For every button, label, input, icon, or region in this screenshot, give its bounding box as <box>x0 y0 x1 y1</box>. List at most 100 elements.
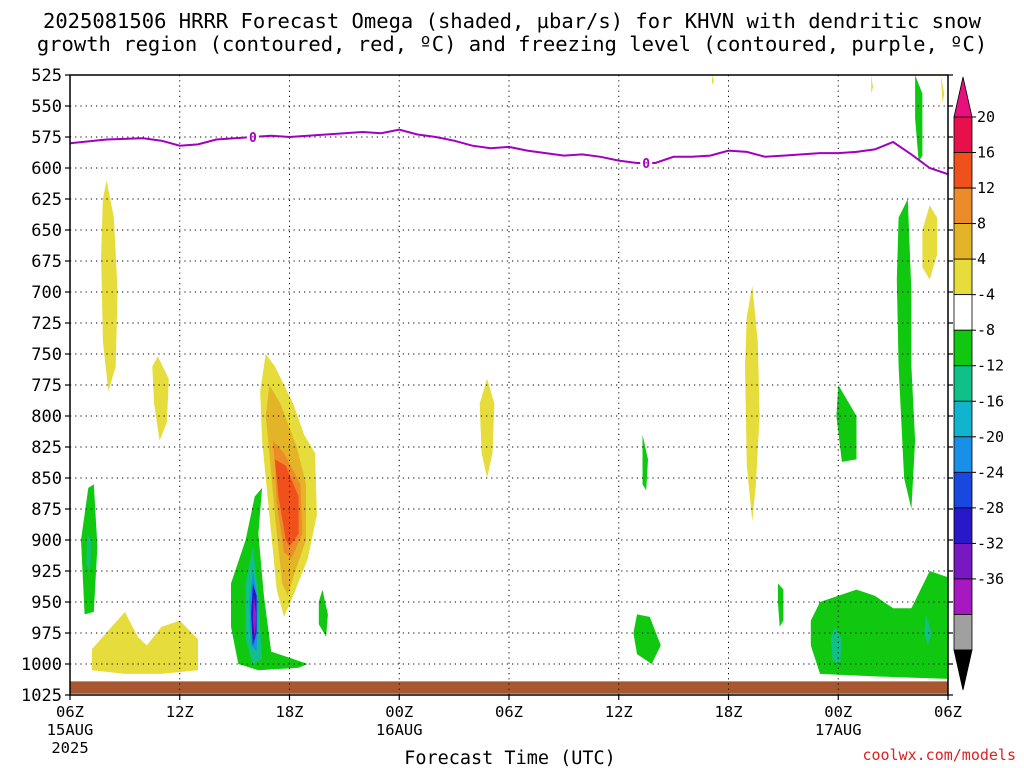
omega-region-16 <box>642 434 648 491</box>
colorbar-label-2: 12 <box>977 179 995 197</box>
y-tick-label-575: 575 <box>31 128 62 148</box>
y-tick-label-550: 550 <box>31 97 62 117</box>
colorbar-label-0: 20 <box>977 108 995 126</box>
omega-region-26 <box>922 205 937 280</box>
colorbar-label-1: 16 <box>977 144 995 162</box>
y-tick-label-925: 925 <box>31 562 62 582</box>
y-tick-label-525: 525 <box>31 66 62 86</box>
y-tick-label-1025: 1025 <box>21 686 62 706</box>
omega-region-15 <box>479 378 495 478</box>
colorbar-label-12: -32 <box>977 534 1004 552</box>
colorbar-swatch-2 <box>953 187 973 224</box>
colorbar-swatch-3 <box>953 223 973 260</box>
y-tick-label-950: 950 <box>31 593 62 613</box>
colorbar-swatch-9 <box>953 436 973 473</box>
colorbar-swatch-1 <box>953 152 973 189</box>
credit-link[interactable]: coolwx.com/models <box>862 746 1016 764</box>
y-tick-label-825: 825 <box>31 438 62 458</box>
y-tick-label-675: 675 <box>31 252 62 272</box>
freezing-label-bg-1 <box>640 155 653 170</box>
colorbar-swatch-6 <box>953 329 973 367</box>
colorbar-label-9: -20 <box>977 428 1004 446</box>
x-tick-label-48: 06Z <box>934 703 962 721</box>
freezing-level-line <box>69 128 949 176</box>
colorbar-swatch-4 <box>953 258 973 296</box>
y-tick-label-750: 750 <box>31 345 62 365</box>
y-tick-label-850: 850 <box>31 469 62 489</box>
grid-lines <box>70 75 948 695</box>
colorbar-label-10: -24 <box>977 463 1004 481</box>
colorbar-swatch-0 <box>953 116 973 153</box>
omega-region-19 <box>777 583 784 627</box>
omega-region-21 <box>810 571 948 679</box>
omega-region-23 <box>924 614 932 646</box>
colorbar-swatch-8 <box>953 400 973 438</box>
y-tick-label-875: 875 <box>31 500 62 520</box>
x-tick-label-30: 12Z <box>605 703 633 721</box>
ground-surface <box>70 681 948 694</box>
y-tick-label-800: 800 <box>31 407 62 427</box>
y-tick-label-900: 900 <box>31 531 62 551</box>
x-tick-year-0: 2025 <box>51 739 88 757</box>
x-tick-label-42: 00Z <box>824 703 852 721</box>
y-tick-label-625: 625 <box>31 190 62 210</box>
x-tick-label-0: 06Z <box>56 703 84 721</box>
omega-region-20 <box>836 385 857 462</box>
omega-region-25 <box>915 75 923 162</box>
omega-region-24 <box>896 199 916 509</box>
freezing-level-contour: 00 <box>69 128 949 176</box>
chart-title-line-2: growth region (contoured, red, ºC) and f… <box>37 32 987 56</box>
y-tick-label-725: 725 <box>31 314 62 334</box>
omega-region-28 <box>712 75 714 85</box>
omega-region-0 <box>101 180 118 392</box>
chart-title-line-1: 2025081506 HRRR Forecast Omega (shaded, … <box>43 9 982 33</box>
y-tick-label-600: 600 <box>31 159 62 179</box>
colorbar-swatch-5 <box>953 294 973 331</box>
colorbar-top-arrow <box>953 76 973 118</box>
omega-region-29 <box>940 75 945 104</box>
colorbar-label-6: -8 <box>977 321 995 339</box>
omega-region-13 <box>252 595 257 640</box>
omega-region-14 <box>318 589 328 637</box>
omega-region-4 <box>86 533 91 571</box>
x-tick-date-18: 16AUG <box>376 721 423 739</box>
omega-region-17 <box>633 614 661 664</box>
x-axis-label: Forecast Time (UTC) <box>404 748 616 768</box>
x-tick-label-6: 12Z <box>166 703 194 721</box>
x-tick-date-0: 15AUG <box>47 721 94 739</box>
colorbar-label-4: 4 <box>977 250 986 268</box>
x-tick-label-36: 18Z <box>715 703 743 721</box>
y-tick-label-775: 775 <box>31 376 62 396</box>
y-tick-label-650: 650 <box>31 221 62 241</box>
colorbar-swatch-11 <box>953 507 973 544</box>
colorbar-label-8: -16 <box>977 392 1004 410</box>
colorbar-swatch-13 <box>953 578 973 615</box>
colorbar-label-7: -12 <box>977 357 1004 375</box>
omega-shaded-regions <box>81 75 948 679</box>
colorbar-swatch-7 <box>953 365 973 402</box>
omega-region-27 <box>871 75 873 94</box>
omega-region-18 <box>745 285 760 522</box>
y-axis-pressure-ticks: 525 550 575 600 625 650 675 700 725 750 775 800 825 8… <box>21 66 953 706</box>
y-tick-label-975: 975 <box>31 624 62 644</box>
y-tick-label-700: 700 <box>31 283 62 303</box>
y-tick-label-1000: 1000 <box>21 655 62 675</box>
colorbar-swatch-12 <box>953 543 973 580</box>
colorbar-label-3: 8 <box>977 215 986 233</box>
omega-region-2 <box>92 611 198 674</box>
colorbar-bottom-arrow <box>953 649 973 691</box>
colorbar-label-11: -28 <box>977 499 1004 517</box>
ground-fill <box>70 681 948 694</box>
chart-title: 2025081506 HRRR Forecast Omega (shaded, … <box>37 9 987 56</box>
omega-region-1 <box>152 356 169 441</box>
colorbar-label-5: -4 <box>977 286 995 304</box>
freezing-label-bg-0 <box>246 129 259 143</box>
colorbar-swatch-10 <box>953 471 973 509</box>
plot-frame <box>69 74 949 696</box>
freezing-level-label-0: 0 <box>249 131 257 146</box>
x-tick-label-24: 06Z <box>495 703 523 721</box>
omega-region-8 <box>274 459 299 547</box>
x-tick-date-42: 17AUG <box>815 721 862 739</box>
